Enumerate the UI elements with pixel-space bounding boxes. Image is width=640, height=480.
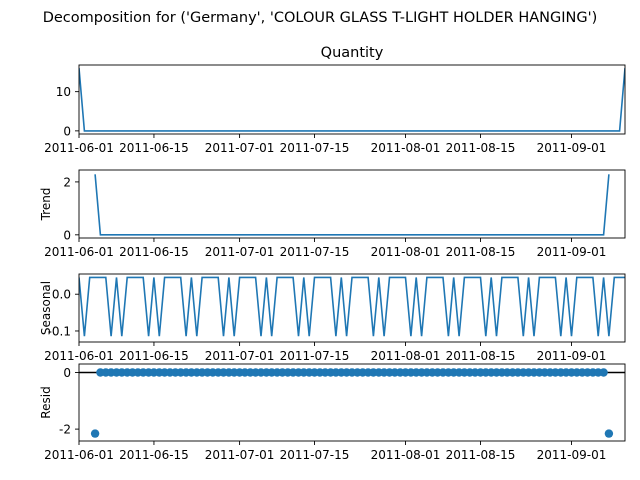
quantity-axes-frame: [78, 64, 626, 135]
panels: 0 10 2011-06-01 2011-06-15 2011-07-01 2011-07…: [39, 64, 626, 462]
seasonal-axes-frame: [78, 273, 626, 343]
resid-axes-frame: [78, 363, 626, 442]
quantity-ytick-label: 10: [56, 85, 71, 99]
quantity-xtick-label: 2011-09-01: [537, 141, 607, 155]
resid-ytick-label: 0: [63, 366, 71, 380]
trend-ytick-label: 2: [63, 175, 71, 189]
trend-xtick-label: 2011-09-01: [537, 245, 607, 259]
seasonal-xtick-label: 2011-06-01: [44, 349, 114, 363]
trend-xtick-label: 2011-06-01: [44, 245, 114, 259]
resid-ytick-label: -2: [59, 423, 71, 437]
quantity-xtick-label: 2011-06-01: [44, 141, 114, 155]
resid-xtick-label: 2011-08-01: [371, 448, 441, 462]
quantity-xtick-label: 2011-08-15: [446, 141, 516, 155]
trend-xtick-label: 2011-08-01: [371, 245, 441, 259]
trend-axis-label: Trend: [39, 188, 53, 222]
trend-xtick-label: 2011-07-01: [205, 245, 275, 259]
quantity-ytick-label: 0: [63, 124, 71, 138]
seasonal-xtick-label: 2011-09-01: [537, 349, 607, 363]
seasonal-xtick-label: 2011-06-15: [119, 349, 189, 363]
quantity-plot-area: [79, 68, 625, 132]
trend-ytick-label: 0: [63, 228, 71, 242]
quantity-panel-title: Quantity: [321, 45, 384, 61]
trend-plot-area: [94, 174, 610, 236]
trend-xtick-label: 2011-07-15: [280, 245, 350, 259]
seasonal-plot-area: [79, 276, 625, 337]
resid-axis-label: Resid: [39, 386, 53, 418]
figure-title: Decomposition for ('Germany', 'COLOUR GL…: [43, 10, 598, 26]
trend-axes-frame: [78, 169, 626, 239]
seasonal-xtick-label: 2011-07-15: [280, 349, 350, 363]
seasonal-xtick-label: 2011-07-01: [205, 349, 275, 363]
quantity-xtick-label: 2011-07-15: [280, 141, 350, 155]
resid-panel: -2 0 2011-06-01 2011-06-15 2011-07-01 2011-07…: [39, 363, 626, 462]
seasonal-panel: -0.1 0.0 2011-06-01 2011-06-15 2011-07-01 201…: [39, 273, 626, 363]
quantity-xtick-label: 2011-08-01: [371, 141, 441, 155]
quantity-series-line: [79, 68, 625, 132]
resid-xtick-label: 2011-07-01: [205, 448, 275, 462]
resid-xtick-label: 2011-07-15: [280, 448, 350, 462]
trend-series-line: [94, 174, 610, 236]
seasonal-axis-label: Seasonal: [39, 281, 53, 335]
trend-xtick-label: 2011-08-15: [446, 245, 516, 259]
quantity-xtick-label: 2011-07-01: [205, 141, 275, 155]
resid-plot-area: [79, 368, 625, 438]
quantity-xtick-label: 2011-06-15: [119, 141, 189, 155]
trend-xtick-label: 2011-06-15: [119, 245, 189, 259]
seasonal-xtick-label: 2011-08-15: [446, 349, 516, 363]
resid-point: [90, 429, 100, 438]
seasonal-xtick-label: 2011-08-01: [371, 349, 441, 363]
resid-xtick-label: 2011-06-15: [119, 448, 189, 462]
resid-xtick-label: 2011-09-01: [537, 448, 607, 462]
resid-xtick-label: 2011-06-01: [44, 448, 114, 462]
seasonal-series-line: [79, 276, 625, 337]
quantity-panel: 0 10 2011-06-01 2011-06-15 2011-07-01 2011-07…: [44, 64, 626, 155]
trend-panel: 0 2 2011-06-01 2011-06-15 2011-07-01 2011-07-…: [39, 169, 626, 259]
resid-xtick-label: 2011-08-15: [446, 448, 516, 462]
seasonal-ytick-label: -0.1: [48, 324, 71, 338]
resid-point: [604, 429, 614, 438]
resid-point: [599, 368, 608, 377]
seasonal-ytick-label: 0.0: [52, 288, 71, 302]
